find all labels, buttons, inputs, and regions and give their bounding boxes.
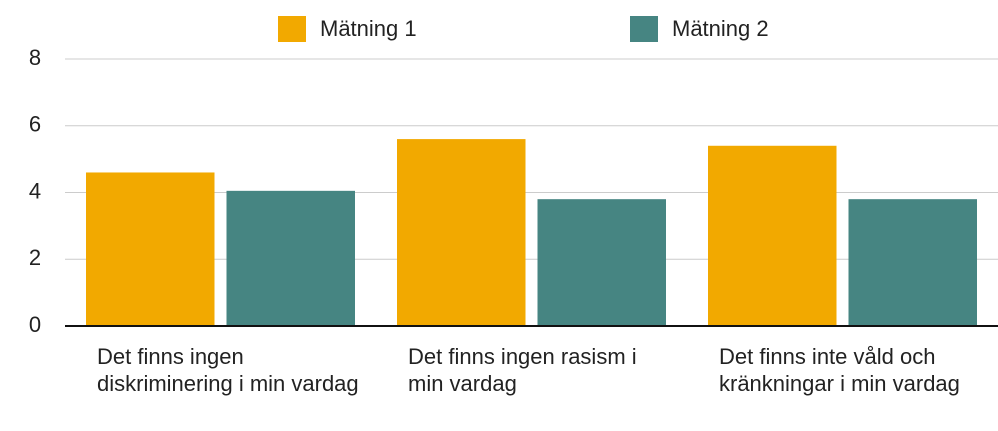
bar — [537, 199, 666, 326]
y-tick-label: 8 — [29, 45, 41, 70]
x-tick-label: Det finns inte våld och kränkningar i mi… — [719, 344, 960, 396]
bar — [397, 139, 526, 326]
x-tick-label: Det finns ingen diskriminering i min var… — [97, 344, 359, 396]
legend-label: Mätning 1 — [320, 16, 417, 41]
legend-label: Mätning 2 — [672, 16, 769, 41]
bar — [848, 199, 977, 326]
bar — [708, 145, 837, 326]
legend-swatch — [278, 16, 306, 42]
bar — [86, 172, 215, 326]
y-tick-label: 6 — [29, 112, 41, 137]
legend-swatch — [630, 16, 658, 42]
bar — [226, 190, 355, 326]
y-tick-label: 4 — [29, 178, 41, 203]
y-tick-label: 0 — [29, 312, 41, 337]
y-tick-label: 2 — [29, 245, 41, 270]
x-tick-label: Det finns ingen rasism i min vardag — [408, 344, 637, 396]
